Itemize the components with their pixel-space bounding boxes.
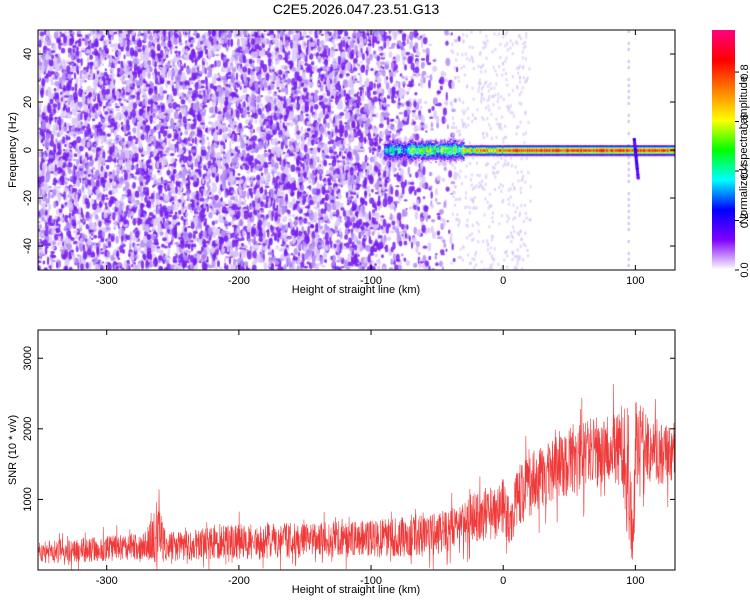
spectrogram-x-label: Height of straight line (km): [292, 284, 420, 296]
snr-y-ticks: 1000 2000 3000: [22, 346, 675, 512]
snr-y-tick-label: 1000: [22, 487, 34, 511]
snr-y-tick-label: 2000: [22, 417, 34, 441]
spectrogram-y-tick-label: 40: [22, 48, 34, 60]
colorbar-tick-label: 0.4: [739, 163, 750, 178]
snr-frame: [37, 329, 676, 571]
spectrogram-heatmap: [38, 30, 675, 270]
snr-series-line: [37, 383, 676, 570]
colorbar-tick-label: 0.8: [739, 64, 750, 79]
spectrogram-x-tick-label: -100: [360, 275, 382, 287]
snr-x-tick-label: -200: [228, 575, 250, 587]
colorbar-tick-label: 0.6: [739, 114, 750, 129]
spectrogram-x-tick-label: 100: [626, 275, 644, 287]
colorbar-ticks: 0.0 0.2 0.4 0.6 0.8: [735, 64, 750, 278]
spectrogram-y-tick-label: -40: [22, 238, 34, 254]
chart-title: C2E5.2026.047.23.51.G13: [273, 1, 440, 17]
snr-x-ticks: -300 -200 -100 0 100: [96, 330, 645, 587]
spectrogram-y-tick-label: -20: [22, 190, 34, 206]
snr-x-tick-label: -300: [96, 575, 118, 587]
snr-panel: -300 -200 -100 0 100 1000 2000 3000 Height of …: [7, 329, 676, 596]
colorbar-gradient: [712, 30, 735, 270]
spectrogram-y-ticks: -40 -20 0 20 40: [22, 48, 675, 254]
spectrogram-y-tick-label: 20: [22, 96, 34, 108]
colorbar-tick-label: 0.2: [739, 213, 750, 228]
snr-x-label: Height of straight line (km): [292, 584, 420, 596]
snr-y-label: SNR (10 * v/v): [7, 415, 19, 485]
colorbar-label: Normalized spectral amplitude: [738, 76, 750, 224]
snr-x-tick-label: 0: [500, 575, 506, 587]
spectrogram-x-tick-label: 0: [500, 275, 506, 287]
snr-y-tick-label: 3000: [22, 346, 34, 370]
colorbar-tick-label: 0.0: [739, 262, 750, 277]
colorbar: 0.0 0.2 0.4 0.6 0.8 Normalized spectral ampl…: [712, 30, 750, 278]
snr-x-tick-label: 100: [626, 575, 644, 587]
spectrogram-y-label: Frequency (Hz): [7, 112, 19, 188]
spectrogram-x-ticks: -300 -200 -100 0 100: [96, 30, 645, 287]
spectrogram-y-tick-label: 0: [22, 147, 34, 153]
spectrogram-x-tick-label: -200: [228, 275, 250, 287]
snr-x-tick-label: -100: [360, 575, 382, 587]
spectrogram-x-tick-label: -300: [96, 275, 118, 287]
